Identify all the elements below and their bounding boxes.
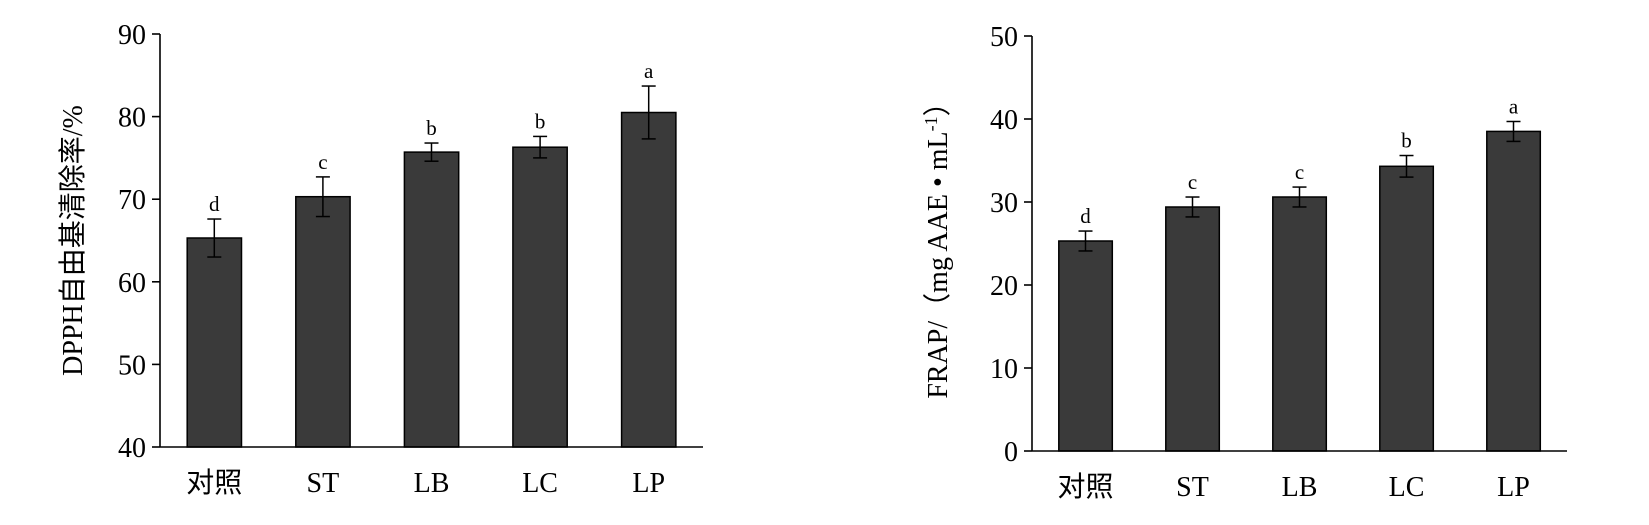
bar xyxy=(186,237,243,448)
y-axis-title-superscript: -1 xyxy=(921,116,941,131)
y-tick-label: 70 xyxy=(118,185,146,216)
y-axis-title: DPPH自由基清除率/% xyxy=(57,105,89,376)
y-axis-title-text: DPPH自由基清除率/% xyxy=(57,105,89,376)
category-label: LC xyxy=(1389,472,1425,503)
y-tick-label: 40 xyxy=(990,105,1018,136)
significance-label: b xyxy=(426,116,437,140)
y-axis-title-text: FRAP/（mg AAE • mL xyxy=(922,131,954,398)
category-label: ST xyxy=(307,468,340,499)
dpph-chart: d 对照 c ST b LB b LC a LP 40 50 60 70 80 90 DPPH自由基清除率/% xyxy=(57,20,703,499)
significance-label: d xyxy=(1080,204,1091,228)
y-tick-label: 10 xyxy=(990,354,1018,385)
bar xyxy=(1272,196,1328,452)
bar xyxy=(295,195,351,448)
category-label: 对照 xyxy=(1057,471,1113,503)
bar xyxy=(1486,130,1542,452)
y-tick-label: 90 xyxy=(118,20,146,51)
category-label: LP xyxy=(1497,472,1530,503)
y-tick-label: 80 xyxy=(118,103,146,134)
significance-label: c xyxy=(318,150,327,174)
bar xyxy=(620,111,677,448)
y-axis-title-suffix: ） xyxy=(922,88,954,116)
y-tick-label: 40 xyxy=(118,433,146,464)
frap-chart: d 对照 c ST c LB b LC a LP 0 10 20 30 40 50 FRAP/（mg AAE •… xyxy=(921,22,1567,503)
category-label: LB xyxy=(414,468,450,499)
y-tick-label: 30 xyxy=(990,188,1018,219)
category-label: ST xyxy=(1176,472,1209,503)
category-label: LB xyxy=(1282,472,1318,503)
significance-label: b xyxy=(1401,129,1412,153)
category-label: LP xyxy=(632,468,665,499)
significance-label: b xyxy=(535,109,546,133)
bar xyxy=(1379,165,1435,452)
significance-label: a xyxy=(644,59,654,83)
bar xyxy=(403,151,460,448)
category-label: LC xyxy=(522,468,558,499)
bar xyxy=(1058,240,1114,452)
y-tick-label: 20 xyxy=(990,271,1018,302)
y-tick-label: 0 xyxy=(1004,437,1018,468)
bar xyxy=(1165,206,1221,452)
significance-label: c xyxy=(1295,160,1304,184)
y-tick-label: 50 xyxy=(118,350,146,381)
y-tick-label: 50 xyxy=(990,22,1018,53)
category-label: 对照 xyxy=(186,467,242,499)
significance-label: c xyxy=(1188,170,1197,194)
significance-label: d xyxy=(209,192,220,216)
significance-label: a xyxy=(1509,94,1519,118)
y-axis-title: FRAP/（mg AAE • mL-1） xyxy=(921,88,954,398)
y-tick-label: 60 xyxy=(118,268,146,299)
bar xyxy=(512,146,568,448)
